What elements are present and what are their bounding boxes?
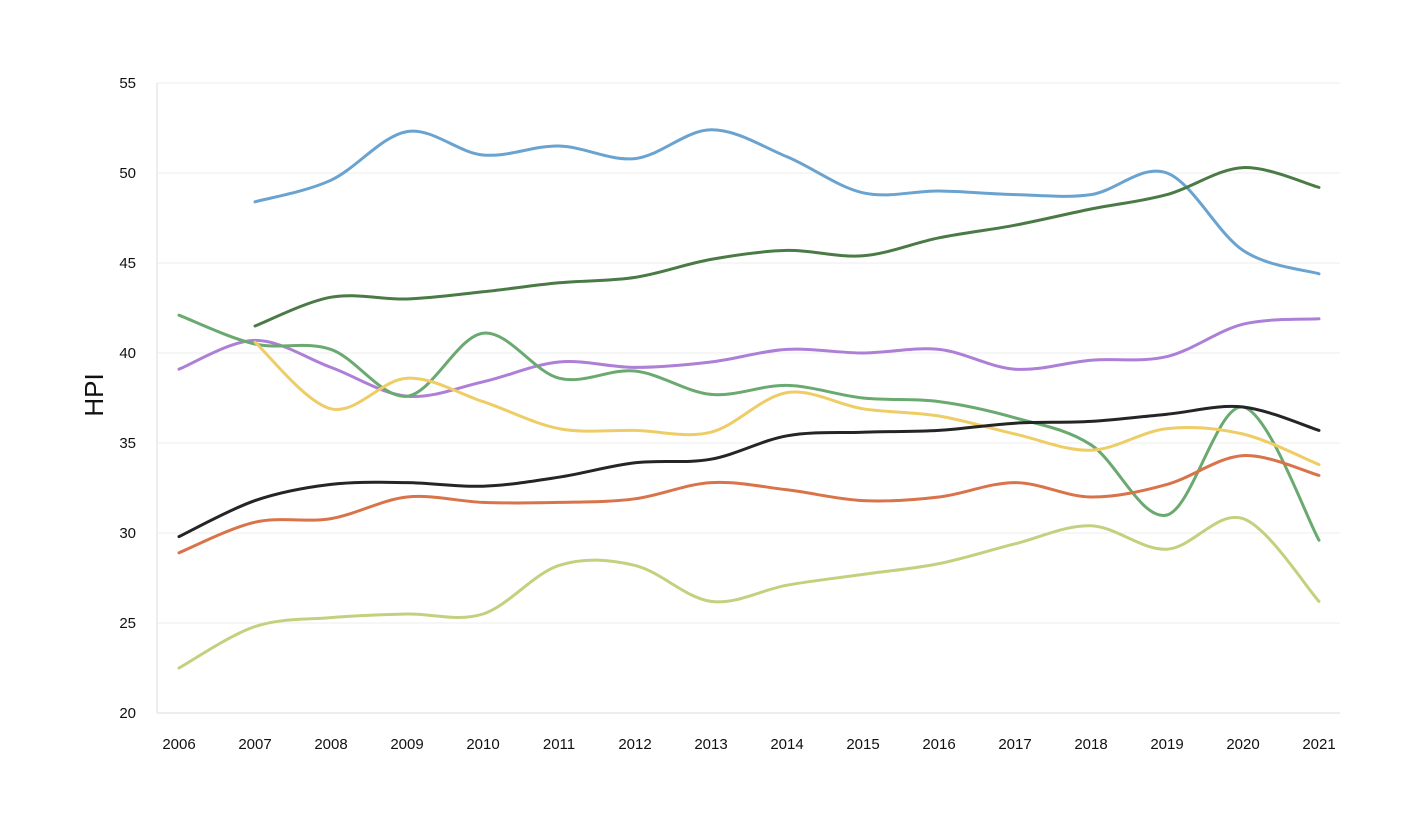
x-tick-label: 2014 <box>770 736 803 753</box>
x-tick-label: 2011 <box>543 736 575 753</box>
x-tick-label: 2006 <box>162 736 195 753</box>
x-tick-labels: 2006 2007 2008 2009 2010 2011 2012 2013 2014 2015… <box>162 736 1335 753</box>
x-tick-label: 2016 <box>922 736 955 753</box>
series-line-6 <box>177 404 1321 539</box>
gridlines <box>157 82 1340 624</box>
y-tick-label: 50 <box>119 165 136 182</box>
x-tick-label: 2021 <box>1302 736 1335 753</box>
x-tick-label: 2017 <box>998 736 1031 753</box>
series-line-7 <box>177 454 1321 555</box>
y-tick-label: 30 <box>119 525 136 542</box>
x-tick-label: 2012 <box>618 736 651 753</box>
y-tick-label: 20 <box>119 705 136 722</box>
y-tick-labels: 20 25 30 35 40 45 50 55 <box>119 75 136 722</box>
series-line-2 <box>253 166 1321 328</box>
y-tick-label: 35 <box>119 435 136 452</box>
x-tick-label: 2013 <box>694 736 727 753</box>
series-lines <box>177 128 1321 670</box>
series-line-1 <box>253 128 1321 276</box>
y-axis-title: HPI <box>79 373 109 416</box>
x-tick-label: 2020 <box>1226 736 1259 753</box>
x-tick-label: 2007 <box>238 736 271 753</box>
series-line-4 <box>177 313 1321 542</box>
y-tick-label: 55 <box>119 75 136 92</box>
series-line-3 <box>177 317 1321 399</box>
axes <box>156 83 1340 714</box>
series-line-5 <box>253 340 1321 467</box>
x-tick-label: 2008 <box>314 736 347 753</box>
x-tick-label: 2015 <box>846 736 879 753</box>
series-line-8 <box>177 515 1321 670</box>
x-tick-label: 2018 <box>1074 736 1107 753</box>
x-tick-label: 2009 <box>390 736 423 753</box>
y-tick-label: 45 <box>119 255 136 272</box>
x-tick-label: 2010 <box>466 736 499 753</box>
y-tick-label: 40 <box>119 345 136 362</box>
x-tick-label: 2019 <box>1150 736 1183 753</box>
y-tick-label: 25 <box>119 615 136 632</box>
